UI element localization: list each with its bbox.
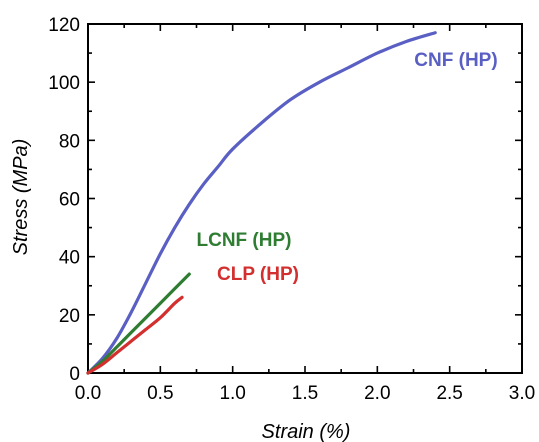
series-label-2: CLP (HP) (217, 264, 299, 285)
y-tick-label: 20 (59, 306, 80, 327)
y-tick-label: 40 (59, 248, 80, 269)
y-tick-label: 60 (59, 190, 80, 211)
x-tick-label: 0.0 (75, 383, 101, 404)
y-tick-label: 120 (48, 15, 80, 36)
x-tick-label: 3.0 (509, 383, 535, 404)
series-lines (86, 31, 437, 375)
axis-ticks (87, 23, 523, 374)
x-tick-label: 2.0 (364, 383, 390, 404)
series-label-1: LCNF (HP) (197, 230, 292, 251)
series-label-0: CNF (HP) (414, 50, 497, 71)
x-tick-label: 1.5 (292, 383, 318, 404)
y-tick-label: 80 (59, 131, 80, 152)
x-tick-label: 1.0 (219, 383, 245, 404)
series-line-2 (86, 295, 184, 375)
x-tick-label: 0.5 (147, 383, 173, 404)
series-line-1 (86, 272, 191, 375)
x-axis-title: Strain (%) (262, 421, 351, 442)
y-axis-title: Stress (MPa) (10, 139, 32, 256)
x-tick-label: 2.5 (436, 383, 462, 404)
plot-frame (87, 23, 523, 374)
series-labels: CNF (HP) LCNF (HP) CLP (HP) (197, 50, 498, 285)
series-line-0 (86, 31, 437, 375)
tick-labels: 0.0 0.5 1.0 1.5 2.0 2.5 3.0 0 20 40 60 80 100 120 (48, 15, 535, 404)
y-tick-label: 100 (48, 73, 80, 94)
y-tick-label: 0 (69, 364, 80, 385)
plot-border (87, 23, 523, 374)
